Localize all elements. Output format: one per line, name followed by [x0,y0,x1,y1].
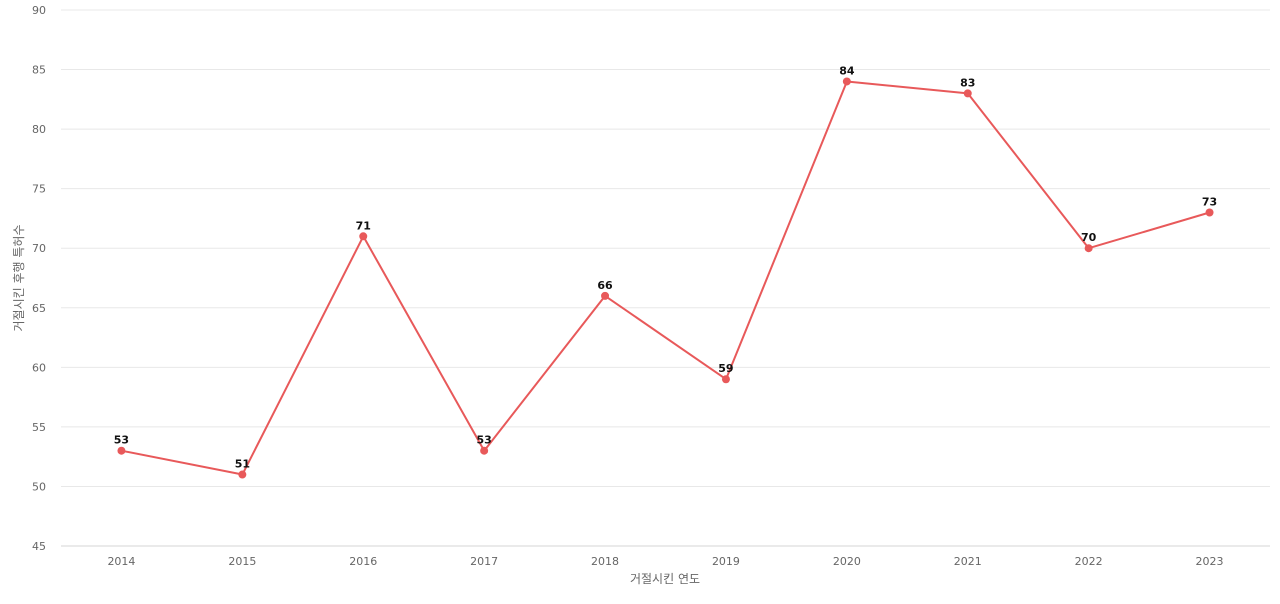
data-point [721,375,730,384]
grid-layer [61,9,1270,547]
data-label: 70 [1081,231,1097,244]
x-tick-label: 2020 [833,555,861,568]
data-point [480,446,489,455]
y-tick-label: 60 [32,361,46,374]
data-label: 71 [356,219,371,232]
x-tick-label: 2021 [954,555,982,568]
series-line [120,80,1211,476]
y-tick-label: 75 [32,183,46,196]
data-label: 73 [1202,195,1217,208]
data-point [359,232,368,241]
x-tick-label: 2017 [470,555,498,568]
data-label: 83 [960,76,975,89]
x-tick-label: 2018 [591,555,619,568]
y-tick-label: 50 [32,480,46,493]
y-tick-label: 70 [32,242,46,255]
x-tick-label: 2023 [1196,555,1224,568]
point-layer [117,77,1214,479]
x-tick-label: 2014 [107,555,135,568]
x-tick-label: 2015 [228,555,256,568]
y-tick-label: 45 [32,540,46,553]
data-label: 84 [839,64,855,77]
data-point [963,89,972,98]
y-tick-label: 90 [32,4,46,17]
x-tick-label: 2019 [712,555,740,568]
data-label: 53 [476,434,491,447]
x-axis-ticks: 2014 2015 2016 2017 2018 2019 2020 2021 2022 2023 [107,555,1223,568]
data-label: 66 [597,279,613,292]
y-tick-label: 55 [32,421,46,434]
y-axis-ticks: 45 50 55 60 65 70 75 80 85 90 [32,4,46,553]
y-tick-label: 65 [32,302,46,315]
data-point [238,470,247,479]
data-label: 53 [114,434,129,447]
data-point [842,77,851,86]
data-point [1084,244,1093,253]
data-point [601,291,610,300]
data-label: 59 [718,362,733,375]
y-tick-label: 80 [32,123,46,136]
data-point [117,446,126,455]
data-point [1205,208,1214,217]
data-label: 51 [235,458,250,471]
x-tick-label: 2016 [349,555,377,568]
data-label-layer: 53 51 71 53 66 59 84 83 70 73 [114,64,1217,470]
series-layer [120,80,1211,476]
x-tick-label: 2022 [1075,555,1103,568]
y-axis-title: 거절시킨 후행 특허수 [11,225,26,332]
x-axis-title: 거절시킨 연도 [630,572,700,586]
y-tick-label: 85 [32,64,46,77]
